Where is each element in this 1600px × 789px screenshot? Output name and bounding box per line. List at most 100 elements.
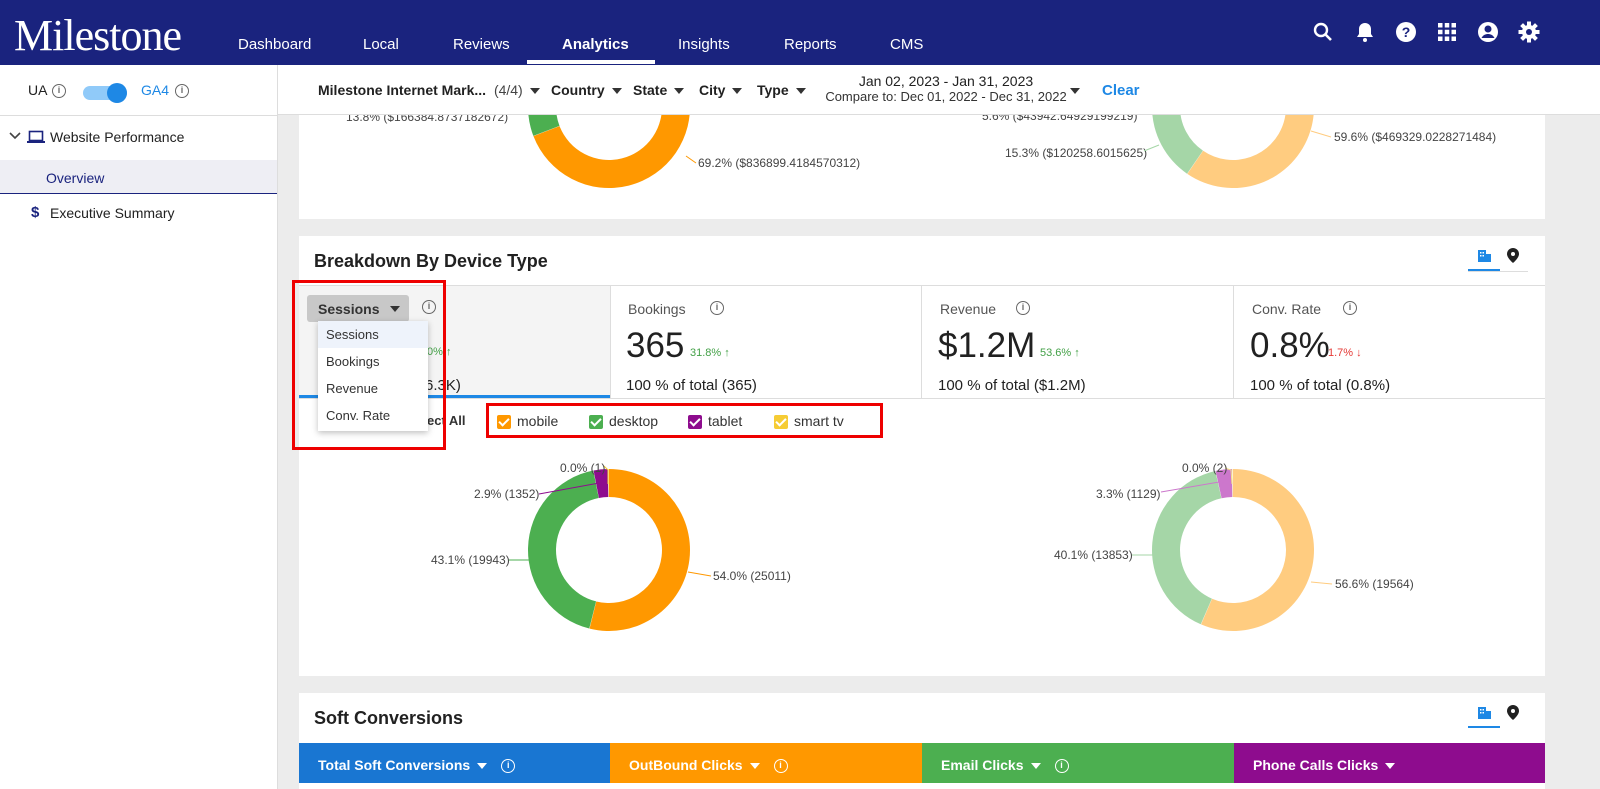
info-icon[interactable]: i: [773, 759, 788, 774]
top-right-label-3: 59.6% ($469329.0228271484): [1334, 130, 1496, 144]
select-all-partial[interactable]: ect All: [427, 413, 466, 428]
map-pin-icon[interactable]: [1507, 248, 1519, 263]
apps-grid-icon[interactable]: [1435, 20, 1459, 44]
top-right-label-1: 5.6% ($43942.64929199219): [982, 115, 1137, 123]
info-icon[interactable]: i: [1016, 301, 1030, 315]
caret-down-icon: [674, 88, 685, 95]
info-icon[interactable]: i: [501, 759, 516, 774]
sessions-total-partial: 6.3K): [425, 377, 461, 394]
chevron-down-icon[interactable]: [9, 131, 21, 141]
donut-right-slice-smart-tv[interactable]: [1232, 469, 1233, 498]
dropdown-option-bookings[interactable]: Bookings: [326, 354, 380, 369]
info-icon[interactable]: i: [1343, 301, 1357, 315]
account-filter-label: Milestone Internet Mark...: [318, 82, 487, 98]
active-metric-indicator: [299, 395, 610, 398]
caret-down-icon: [529, 88, 540, 95]
top-right-slice-desktop[interactable]: [1152, 115, 1203, 174]
top-left-slice-desktop[interactable]: [528, 115, 568, 136]
legend-desktop[interactable]: desktop: [589, 413, 658, 430]
metric-dropdown-menu: Sessions Bookings Revenue Conv. Rate: [318, 321, 428, 431]
nav-reviews[interactable]: Reviews: [453, 36, 510, 53]
donut-left-slice-mobile[interactable]: [589, 469, 690, 631]
soft-tab-label: Total Soft Conversions: [318, 757, 471, 773]
donut-right-slice-desktop[interactable]: [1152, 470, 1222, 625]
help-icon[interactable]: ?: [1394, 20, 1418, 44]
metric-tab-revenue[interactable]: Revenue i $1.2M 53.6% ↑ 100 % of total (…: [922, 286, 1233, 398]
type-filter[interactable]: Type: [757, 82, 806, 98]
search-icon[interactable]: [1311, 20, 1335, 44]
building-view-icon[interactable]: [1476, 706, 1492, 720]
revenue-donut-charts: 13.8% ($166384.8737182672) 69.2% ($83689…: [346, 115, 1496, 188]
top-left-label-2: 69.2% ($836899.4184570312): [698, 156, 860, 170]
nav-cms[interactable]: CMS: [890, 36, 924, 53]
date-range-picker[interactable]: Jan 02, 2023 - Jan 31, 2023 Compare to: …: [816, 73, 1076, 104]
donut-right-label-tablet: 3.3% (1129): [1096, 487, 1160, 501]
donut-right-slice-mobile[interactable]: [1201, 469, 1314, 631]
dropdown-option-conv-rate[interactable]: Conv. Rate: [326, 408, 391, 423]
metric-total: 100 % of total (0.8%): [1250, 377, 1391, 394]
dropdown-option-sessions[interactable]: Sessions: [318, 321, 428, 348]
ua-info-icon[interactable]: i: [52, 84, 66, 98]
settings-gear-icon[interactable]: [1517, 20, 1541, 44]
legend-tablet[interactable]: tablet: [688, 413, 743, 430]
nav-local[interactable]: Local: [363, 36, 399, 53]
country-filter[interactable]: Country: [551, 82, 622, 98]
sidebar-section-website-performance[interactable]: Website Performance: [50, 129, 185, 145]
checkbox-checked-icon: [774, 415, 788, 430]
building-view-icon[interactable]: [1476, 249, 1492, 263]
nav-insights[interactable]: Insights: [678, 36, 730, 53]
date-caret-icon[interactable]: [1070, 88, 1080, 94]
metric-change: 1.7% ↓: [1328, 347, 1362, 359]
ga4-label: GA4: [141, 82, 170, 98]
city-filter[interactable]: City: [699, 82, 743, 98]
ua-ga4-toggle[interactable]: [83, 82, 131, 103]
sidebar-item-overview[interactable]: Overview: [0, 160, 277, 194]
legend-label: mobile: [517, 413, 559, 429]
metric-label: Bookings: [628, 301, 686, 317]
info-icon[interactable]: i: [422, 300, 436, 314]
donut-left-label-tablet: 2.9% (1352): [474, 487, 539, 501]
metric-label: Revenue: [940, 301, 997, 317]
donut-left-slice-desktop[interactable]: [528, 470, 599, 629]
dropdown-option-revenue[interactable]: Revenue: [326, 381, 379, 396]
type-filter-label: Type: [757, 82, 789, 98]
metric-tab-conv-rate[interactable]: Conv. Rate i 0.8% 1.7% ↓ 100 % of total …: [1234, 286, 1545, 398]
sidebar-item-executive-summary[interactable]: Executive Summary: [50, 205, 175, 221]
legend-smart-tv[interactable]: smart tv: [774, 413, 844, 430]
donut-right-slice-tablet[interactable]: [1215, 469, 1233, 499]
state-filter[interactable]: State: [633, 82, 685, 98]
map-pin-icon[interactable]: [1507, 705, 1519, 720]
device-card-title: Breakdown By Device Type: [314, 251, 548, 271]
nav-dashboard[interactable]: Dashboard: [238, 36, 312, 53]
account-icon[interactable]: [1476, 20, 1500, 44]
bell-icon[interactable]: [1353, 20, 1377, 44]
milestone-logo[interactable]: Milestone: [14, 11, 182, 60]
caret-down-icon: [795, 88, 806, 95]
clear-filters-link[interactable]: Clear: [1102, 82, 1140, 99]
compare-range: Compare to: Dec 01, 2022 - Dec 31, 2022: [825, 89, 1067, 104]
legend-label: tablet: [708, 413, 743, 429]
checkbox-checked-icon: [688, 415, 702, 430]
donut-right-label-smarttv: 0.0% (2): [1182, 461, 1227, 475]
account-filter[interactable]: Milestone Internet Mark... (4/4): [318, 82, 540, 98]
soft-tab-outbound[interactable]: OutBound Clicks i: [610, 743, 922, 783]
ua-label: UA: [28, 82, 48, 98]
metric-value: 365: [626, 326, 685, 365]
info-icon[interactable]: i: [710, 301, 724, 315]
nav-reports[interactable]: Reports: [784, 36, 837, 53]
soft-tab-email[interactable]: Email Clicks i: [922, 743, 1234, 783]
soft-tab-label: Email Clicks: [941, 757, 1024, 773]
legend-label: smart tv: [794, 413, 844, 429]
info-icon[interactable]: i: [1054, 759, 1069, 774]
top-left-slice-mobile[interactable]: [533, 115, 690, 188]
ga4-info-icon[interactable]: i: [175, 84, 189, 98]
nav-analytics[interactable]: Analytics: [562, 36, 629, 53]
top-right-slice-mobile[interactable]: [1187, 115, 1314, 188]
revenue-breakdown-card: 13.8% ($166384.8737182672) 69.2% ($83689…: [299, 115, 1545, 219]
metric-tab-bookings[interactable]: Bookings i 365 31.8% ↑ 100 % of total (3…: [611, 286, 921, 398]
soft-tab-phone[interactable]: Phone Calls Clicks: [1234, 743, 1545, 783]
soft-tab-total[interactable]: Total Soft Conversions i: [299, 743, 610, 783]
metric-select-dropdown[interactable]: Sessions: [307, 295, 409, 322]
dollar-icon: $: [31, 204, 40, 221]
legend-mobile[interactable]: mobile: [497, 413, 559, 430]
